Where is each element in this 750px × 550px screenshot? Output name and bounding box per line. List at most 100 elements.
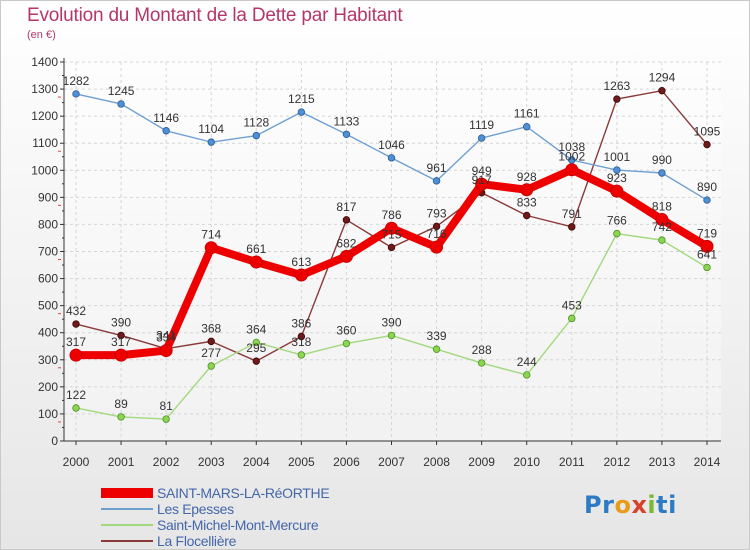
data-point-3 (342, 216, 351, 224)
data-label: 742 (652, 220, 672, 234)
data-point-3 (387, 243, 396, 252)
data-point-3 (252, 357, 260, 365)
data-label: 1294 (649, 71, 676, 85)
x-tick-label: 2003 (198, 455, 225, 469)
data-label: 719 (697, 226, 717, 240)
data-point-2 (568, 314, 576, 323)
data-label: 1282 (63, 74, 90, 88)
data-point-1 (252, 131, 260, 140)
data-point-2 (72, 404, 80, 412)
data-point-3 (568, 223, 576, 231)
data-label: 716 (427, 227, 447, 241)
data-label: 1104 (198, 122, 224, 136)
data-point-0 (610, 184, 624, 198)
legend-item-saint-mars: SAINT-MARS-LA-RéORTHE (101, 485, 330, 501)
data-label: 928 (517, 170, 537, 184)
data-label: 1215 (288, 92, 315, 106)
data-label: 613 (291, 255, 311, 269)
y-tick-label: 0 (51, 434, 58, 448)
legend-label: Les Epesses (157, 501, 234, 517)
data-label: 715 (381, 227, 401, 241)
y-tick-label: 1000 (31, 163, 58, 177)
data-label: 334 (156, 331, 176, 345)
data-point-3 (658, 86, 666, 95)
data-label: 766 (607, 214, 627, 228)
data-label: 1046 (378, 138, 405, 152)
data-point-0 (520, 183, 534, 197)
data-label: 641 (697, 247, 717, 261)
data-point-1 (342, 130, 351, 138)
x-tick-label: 2008 (423, 455, 450, 469)
data-label: 386 (291, 317, 311, 331)
data-label: 786 (381, 208, 401, 222)
data-point-3 (117, 331, 125, 340)
y-tick-label: 1200 (31, 109, 58, 123)
data-label: 1119 (469, 118, 494, 132)
data-label: 1146 (153, 111, 179, 125)
data-point-0 (294, 268, 308, 282)
data-point-1 (207, 138, 215, 146)
data-label: 1245 (108, 84, 135, 98)
data-label: 390 (381, 315, 401, 329)
y-tick-label: 600 (38, 272, 58, 286)
data-point-1 (117, 100, 125, 108)
x-tick-label: 2006 (333, 455, 360, 469)
data-label: 1095 (694, 125, 721, 139)
data-point-3 (613, 95, 621, 103)
data-point-1 (613, 166, 621, 174)
data-label: 917 (472, 173, 492, 187)
y-tick-label: 900 (38, 190, 58, 204)
data-point-1 (477, 134, 486, 142)
data-point-1 (387, 154, 396, 162)
y-tick-label: 700 (38, 245, 58, 259)
data-label: 714 (201, 228, 221, 242)
chart-subtitle: (en €) (27, 29, 56, 41)
data-label: 1038 (558, 140, 585, 154)
data-point-2 (613, 229, 621, 238)
data-point-2 (162, 415, 170, 423)
legend-label: Saint-Michel-Mont-Mercure (157, 517, 319, 533)
y-tick-label: 500 (38, 299, 58, 313)
y-tick-label: 1300 (31, 82, 58, 96)
data-point-1 (523, 123, 531, 131)
y-tick-label: 100 (38, 407, 58, 421)
y-tick-label: 400 (38, 326, 58, 340)
legend-swatch-les-epesses (101, 508, 153, 510)
proxiti-logo: Proxiti (584, 491, 677, 519)
data-point-0 (655, 213, 669, 227)
legend-swatch-saint-michel (101, 524, 153, 526)
y-tick-label: 300 (38, 353, 58, 367)
data-label: 81 (159, 399, 173, 413)
x-tick-label: 2014 (694, 455, 721, 469)
data-label: 1002 (558, 150, 585, 164)
data-label: 317 (111, 335, 131, 349)
data-point-1 (72, 90, 80, 98)
data-point-1 (162, 127, 170, 135)
x-tick-label: 2007 (378, 455, 405, 469)
data-label: 791 (562, 207, 582, 221)
data-label: 661 (246, 242, 266, 256)
y-tick-label: 1100 (32, 136, 58, 150)
x-tick-label: 2011 (559, 455, 585, 469)
data-point-3 (207, 337, 215, 346)
data-point-2 (297, 351, 306, 359)
data-point-2 (703, 263, 711, 272)
data-label: 432 (66, 304, 86, 318)
x-tick-label: 2009 (468, 455, 495, 469)
data-label: 1161 (514, 107, 540, 121)
data-label: 793 (427, 206, 447, 220)
data-label: 1128 (243, 116, 269, 130)
legend-label: La Flocellière (157, 533, 237, 549)
data-point-0 (475, 177, 489, 191)
data-label: 923 (607, 171, 627, 185)
data-point-0 (69, 348, 83, 362)
data-point-2 (207, 362, 215, 370)
x-tick-label: 2001 (108, 455, 135, 469)
data-label: 961 (427, 161, 447, 175)
data-label: 341 (156, 329, 176, 343)
data-point-2 (432, 345, 441, 353)
data-point-0 (249, 255, 263, 269)
data-point-1 (658, 169, 666, 177)
legend-item-la-flocelliere: La Flocellière (101, 533, 329, 549)
